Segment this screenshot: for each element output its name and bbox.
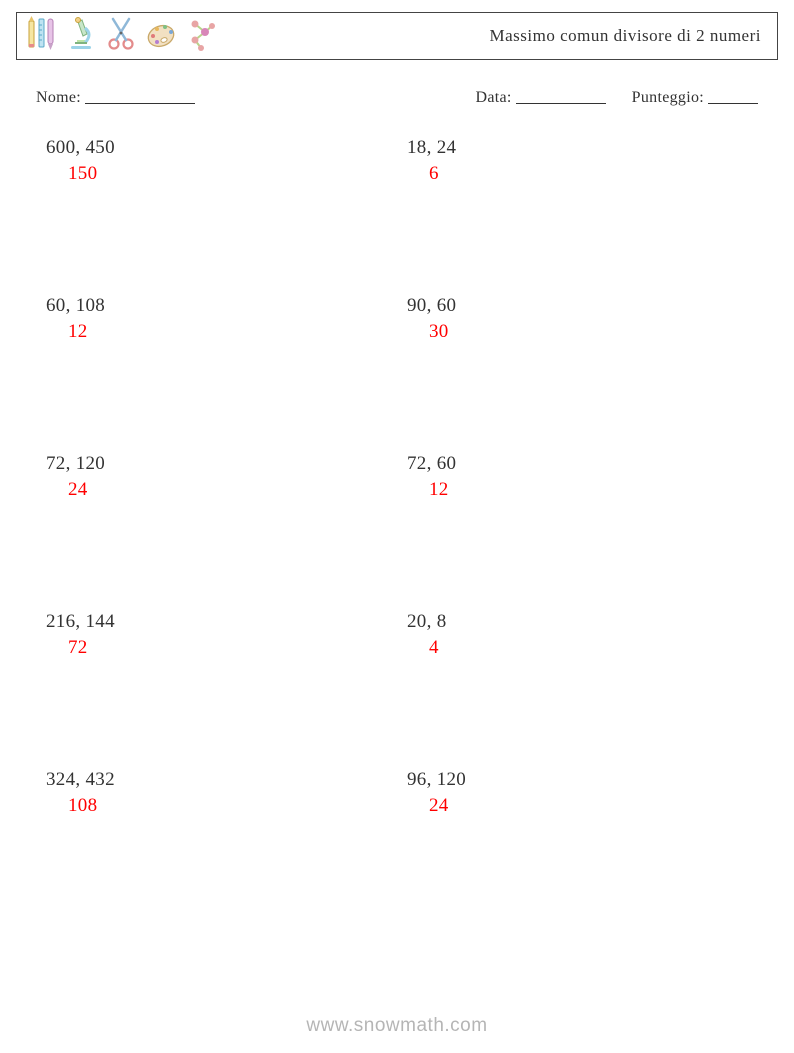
problem-answer: 12 (46, 321, 397, 343)
problem-row: 600, 450 150 18, 24 6 (46, 137, 748, 185)
problem-row: 60, 108 12 90, 60 30 (46, 295, 748, 343)
problem-cell: 90, 60 30 (397, 295, 748, 343)
problem-cell: 600, 450 150 (46, 137, 397, 185)
problem-question: 72, 60 (397, 453, 748, 475)
problem-answer: 72 (46, 637, 397, 659)
problem-row: 72, 120 24 72, 60 12 (46, 453, 748, 501)
problem-answer: 150 (46, 163, 397, 185)
name-label: Nome: (36, 89, 81, 107)
header-icons (25, 16, 217, 57)
problem-cell: 96, 120 24 (397, 769, 748, 817)
score-blank[interactable] (708, 88, 758, 104)
problem-answer: 24 (397, 795, 748, 817)
problem-question: 216, 144 (46, 611, 397, 633)
problem-row: 324, 432 108 96, 120 24 (46, 769, 748, 817)
problem-question: 96, 120 (397, 769, 748, 791)
score-label: Punteggio: (632, 89, 704, 107)
problem-cell: 18, 24 6 (397, 137, 748, 185)
problem-cell: 60, 108 12 (46, 295, 397, 343)
worksheet-title: Massimo comun divisore di 2 numeri (489, 26, 761, 46)
problems-grid: 600, 450 150 18, 24 6 60, 108 12 90, 60 … (16, 107, 778, 817)
date-blank[interactable] (516, 88, 606, 104)
problem-question: 72, 120 (46, 453, 397, 475)
name-blank[interactable] (85, 88, 195, 104)
footer-watermark: www.snowmath.com (0, 1015, 794, 1037)
pencil-ruler-icon (25, 16, 57, 57)
problem-cell: 72, 60 12 (397, 453, 748, 501)
problem-question: 90, 60 (397, 295, 748, 317)
problem-answer: 4 (397, 637, 748, 659)
problem-cell: 324, 432 108 (46, 769, 397, 817)
palette-icon (145, 16, 177, 57)
problem-answer: 30 (397, 321, 748, 343)
problem-cell: 72, 120 24 (46, 453, 397, 501)
date-label: Data: (476, 89, 512, 107)
problem-question: 20, 8 (397, 611, 748, 633)
problem-answer: 6 (397, 163, 748, 185)
problem-answer: 24 (46, 479, 397, 501)
molecule-icon (185, 16, 217, 57)
meta-row: Nome: Data: Punteggio: (16, 60, 778, 107)
problem-answer: 108 (46, 795, 397, 817)
problem-question: 60, 108 (46, 295, 397, 317)
problem-cell: 20, 8 4 (397, 611, 748, 659)
problem-question: 600, 450 (46, 137, 397, 159)
problem-answer: 12 (397, 479, 748, 501)
problem-question: 324, 432 (46, 769, 397, 791)
worksheet-header: Massimo comun divisore di 2 numeri (16, 12, 778, 60)
problem-cell: 216, 144 72 (46, 611, 397, 659)
problem-row: 216, 144 72 20, 8 4 (46, 611, 748, 659)
problem-question: 18, 24 (397, 137, 748, 159)
microscope-icon (65, 16, 97, 57)
scissors-icon (105, 16, 137, 57)
